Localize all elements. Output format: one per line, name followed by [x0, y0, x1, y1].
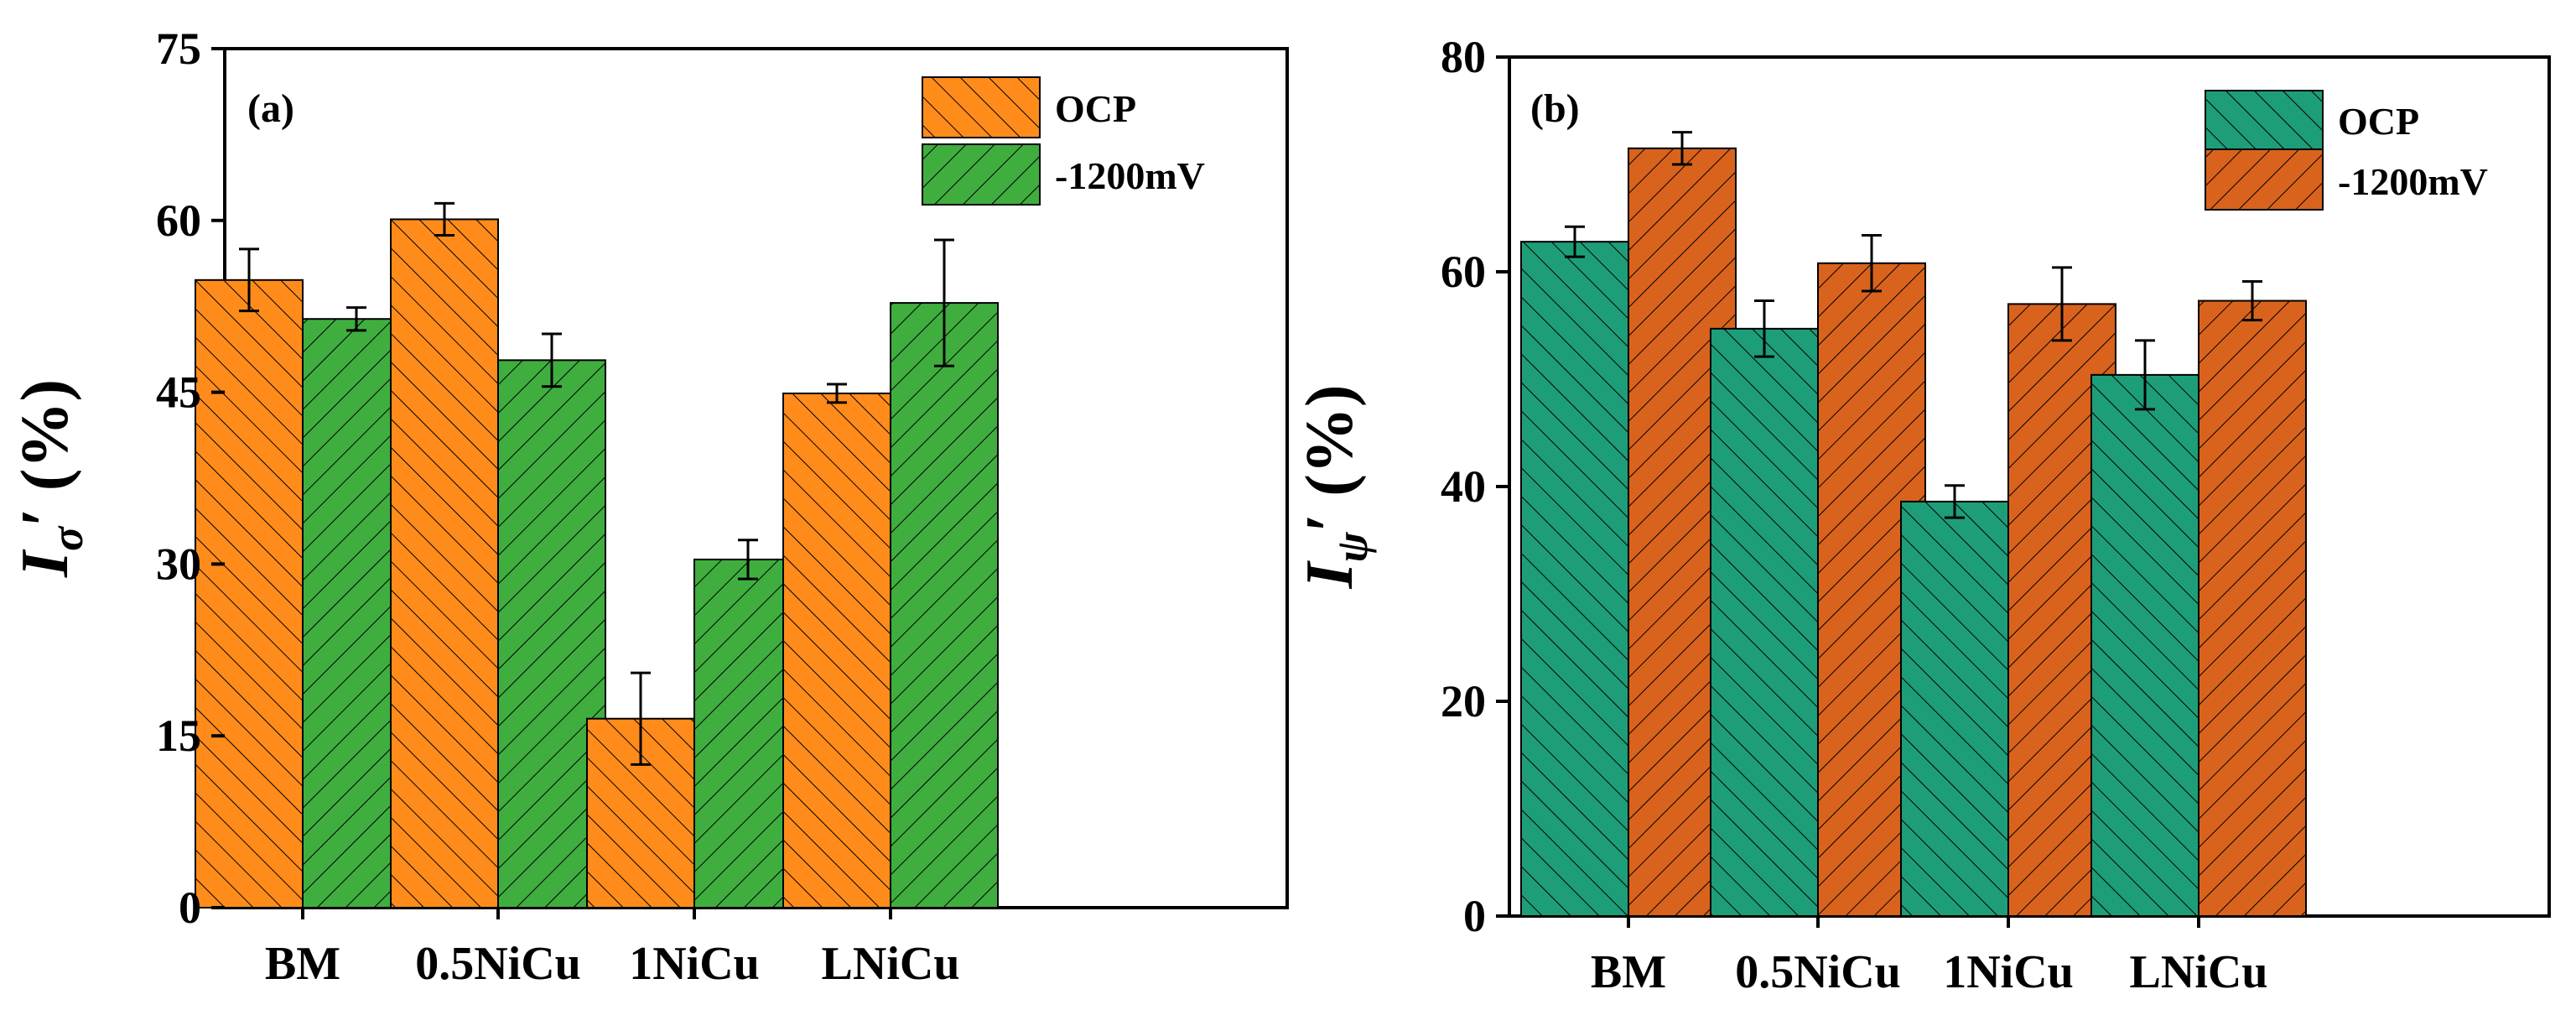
legend-a: OCP -1200mV — [922, 76, 1205, 206]
legend-label-b-1200mv: -1200mV — [2338, 160, 2488, 203]
y-axis-ticks-a: 0 15 30 45 60 75 — [156, 23, 225, 933]
x-tick-label-b-05nicu: 0.5NiCu — [1735, 946, 1901, 998]
x-tick-label-a-bm: BM — [265, 938, 340, 990]
y-axis-label-b: Iψ′ (%) — [1293, 385, 1377, 590]
legend-b: OCP -1200mV — [2205, 90, 2488, 211]
legend-hatch-a-ocp — [922, 76, 1041, 138]
y-tick-label-a-75: 75 — [156, 23, 201, 74]
y-tick-label-b-60: 60 — [1441, 247, 1486, 297]
bars-a — [195, 201, 999, 908]
y-tick-label-b-20: 20 — [1441, 676, 1486, 726]
y-tick-label-a-60: 60 — [156, 195, 201, 246]
legend-label-a-ocp: OCP — [1055, 87, 1136, 130]
y-tick-label-a-30: 30 — [156, 539, 201, 589]
bar-b-lnicu-1200mv-hatch — [2198, 299, 2307, 917]
bar-a-bm-1200mv-error-bar — [346, 306, 366, 332]
x-tick-label-a-05nicu: 0.5NiCu — [415, 938, 581, 990]
y-tick-label-b-40: 40 — [1441, 461, 1486, 512]
bar-b-lnicu-ocp-hatch — [2090, 373, 2199, 917]
bar-a-1nicu-ocp-error-bar — [631, 671, 651, 766]
y-tick-label-a-15: 15 — [156, 711, 201, 761]
bars-b — [1520, 131, 2307, 918]
y-tick-label-a-45: 45 — [156, 367, 201, 418]
x-tick-label-a-lnicu: LNiCu — [822, 938, 960, 990]
bar-b-lnicu-ocp-error-bar — [2135, 339, 2155, 411]
bar-b-lnicu-1200mv-error-bar — [2242, 280, 2262, 322]
x-tick-label-a-1nicu: 1NiCu — [629, 938, 760, 990]
panel-label-a: (a) — [247, 86, 294, 131]
chart-panel-a: 0 15 30 45 60 75 BM 0.5NiCu 1NiCu LNiCu (a) Iσ′ … — [8, 23, 1289, 990]
bar-a-lnicu-1200mv-hatch — [890, 302, 999, 908]
y-tick-label-b-0: 0 — [1463, 891, 1486, 941]
x-axis-ticks-a: BM 0.5NiCu 1NiCu LNiCu — [265, 908, 960, 990]
y-axis-label-a: Iσ′ (%) — [8, 379, 92, 578]
bar-a-lnicu-ocp-hatch — [782, 392, 891, 908]
bar-a-05nicu-ocp-hatch — [390, 218, 499, 908]
bar-b-05nicu-ocp-hatch — [1710, 327, 1819, 917]
x-tick-label-b-bm: BM — [1591, 946, 1666, 998]
x-tick-label-b-1nicu: 1NiCu — [1943, 946, 2074, 998]
bar-a-bm-ocp-error-bar — [239, 247, 259, 313]
y-tick-label-b-80: 80 — [1441, 32, 1486, 82]
x-tick-label-b-lnicu: LNiCu — [2130, 946, 2268, 998]
bar-b-05nicu-1200mv-error-bar — [1862, 233, 1882, 293]
bar-a-1nicu-1200mv-error-bar — [738, 539, 758, 580]
bar-a-05nicu-ocp-error-bar — [434, 201, 454, 237]
y-axis-ticks-b: 0 20 40 60 80 — [1441, 32, 1509, 941]
bar-a-lnicu-ocp-error-bar — [827, 383, 847, 404]
legend-hatch-a-1200mv — [922, 143, 1041, 206]
chart-panel-b: 0 20 40 60 80 BM 0.5NiCu 1NiCu LNiCu (b) Iψ′ (%… — [1293, 32, 2551, 998]
bar-b-1nicu-1200mv-error-bar — [2052, 266, 2072, 342]
x-axis-ticks-b: BM 0.5NiCu 1NiCu LNiCu — [1591, 916, 2268, 998]
bar-b-bm-ocp-hatch — [1520, 241, 1629, 918]
legend-hatch-b-ocp — [2205, 90, 2324, 152]
legend-label-b-ocp: OCP — [2338, 100, 2419, 143]
bar-b-bm-ocp-error-bar — [1565, 225, 1585, 258]
y-tick-label-a-0: 0 — [179, 882, 201, 933]
bar-b-1nicu-ocp-error-bar — [1945, 484, 1965, 519]
panel-label-b: (b) — [1530, 86, 1580, 131]
legend-label-a-1200mv: -1200mV — [1055, 154, 1205, 197]
bar-a-bm-ocp-hatch — [195, 279, 304, 908]
bar-a-lnicu-1200mv-error-bar — [934, 238, 954, 367]
bar-b-05nicu-ocp-error-bar — [1754, 299, 1774, 358]
bar-a-05nicu-1200mv-error-bar — [542, 332, 562, 388]
bar-b-bm-1200mv-error-bar — [1672, 131, 1692, 166]
bar-b-1nicu-ocp-hatch — [1900, 500, 2009, 917]
legend-hatch-b-1200mv — [2205, 148, 2324, 211]
